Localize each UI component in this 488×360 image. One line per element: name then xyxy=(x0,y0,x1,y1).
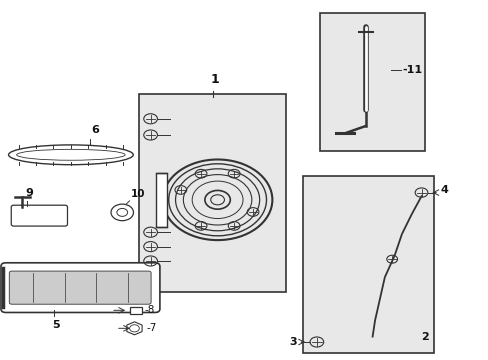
Bar xyxy=(129,307,142,314)
Text: 1: 1 xyxy=(210,73,219,86)
Text: 3: 3 xyxy=(289,337,297,347)
Bar xyxy=(303,176,433,353)
Bar xyxy=(156,173,167,227)
Text: 9: 9 xyxy=(25,188,33,198)
Text: -11: -11 xyxy=(401,65,421,75)
FancyBboxPatch shape xyxy=(9,271,151,304)
Text: 5: 5 xyxy=(52,320,60,330)
FancyBboxPatch shape xyxy=(1,263,160,312)
FancyBboxPatch shape xyxy=(11,205,67,226)
Text: 4: 4 xyxy=(439,185,447,195)
Bar xyxy=(320,13,425,151)
Text: 2: 2 xyxy=(421,332,428,342)
Text: 6: 6 xyxy=(91,125,99,135)
Text: 10: 10 xyxy=(131,189,145,199)
Text: -7: -7 xyxy=(146,323,156,333)
Text: -8: -8 xyxy=(144,305,154,315)
Bar xyxy=(139,94,285,292)
